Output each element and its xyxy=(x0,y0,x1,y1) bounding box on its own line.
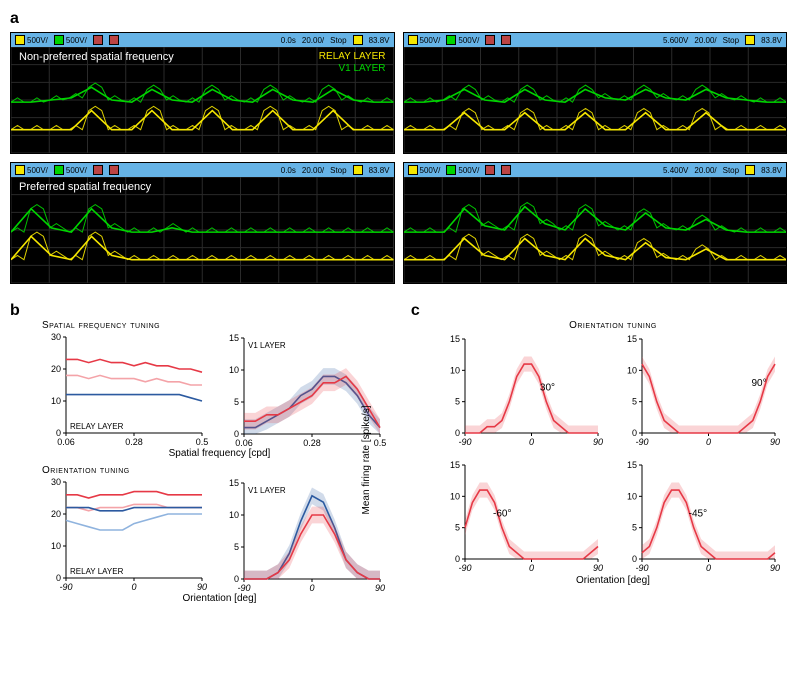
svg-text:90: 90 xyxy=(375,583,385,593)
svg-text:10: 10 xyxy=(627,491,637,501)
svg-text:5: 5 xyxy=(234,397,239,407)
svg-text:20: 20 xyxy=(51,509,61,519)
svg-text:90: 90 xyxy=(197,582,207,592)
svg-text:90: 90 xyxy=(770,563,780,573)
svg-text:30: 30 xyxy=(51,332,61,342)
panel-b: b Mean firing rate [spike/s] Spatial fre… xyxy=(10,302,401,604)
svg-text:5: 5 xyxy=(455,397,460,407)
svg-text:-90: -90 xyxy=(635,563,648,573)
scope-legend: RELAY LAYER V1 LAYER xyxy=(319,51,386,75)
scope-topbar: 500V/500V/5.400V20.00/Stop83.8V xyxy=(404,163,787,177)
svg-text:30°: 30° xyxy=(540,383,555,394)
svg-text:RELAY LAYER: RELAY LAYER xyxy=(70,567,124,576)
svg-text:-45°: -45° xyxy=(689,509,707,520)
svg-text:15: 15 xyxy=(450,334,460,344)
svg-text:15: 15 xyxy=(627,460,637,470)
svg-text:0.5: 0.5 xyxy=(374,438,386,448)
chart-c-2: 051015-90090-60° xyxy=(439,457,610,577)
chart-c-1: 051015-9009090° xyxy=(616,331,787,451)
svg-text:0: 0 xyxy=(529,437,534,447)
svg-text:0: 0 xyxy=(309,583,314,593)
panel-c: c Mean firing rate [spike/s] Orientation… xyxy=(411,302,787,604)
svg-text:0.28: 0.28 xyxy=(125,437,143,447)
svg-text:5: 5 xyxy=(455,523,460,533)
svg-text:10: 10 xyxy=(229,510,239,520)
chart-c-3: 051015-90090-45° xyxy=(616,457,787,577)
svg-text:0.28: 0.28 xyxy=(303,438,321,448)
svg-text:0.06: 0.06 xyxy=(235,438,253,448)
svg-text:10: 10 xyxy=(229,365,239,375)
overlay-nonpref: Non-preferred spatial frequency xyxy=(19,51,174,64)
svg-text:-90: -90 xyxy=(59,582,72,592)
svg-text:10: 10 xyxy=(51,541,61,551)
svg-text:V1 LAYER: V1 LAYER xyxy=(248,486,286,495)
scope-pref-right: 500V/500V/5.400V20.00/Stop83.8V xyxy=(403,162,788,284)
scope-topbar: 500V/500V/0.0s20.00/Stop83.8V xyxy=(11,33,394,47)
svg-text:0: 0 xyxy=(131,582,136,592)
scope-pref-left: 500V/500V/0.0s20.00/Stop83.8V Preferred … xyxy=(10,162,395,284)
svg-text:-90: -90 xyxy=(635,437,648,447)
svg-text:5: 5 xyxy=(632,397,637,407)
panel-c-label: c xyxy=(411,302,787,320)
scope-nonpref-right: 500V/500V/5.600V20.00/Stop83.8V xyxy=(403,32,788,154)
svg-text:15: 15 xyxy=(229,333,239,343)
chart-c-0: 051015-9009030° xyxy=(439,331,610,451)
svg-text:10: 10 xyxy=(627,365,637,375)
svg-text:0.5: 0.5 xyxy=(196,437,208,447)
svg-text:5: 5 xyxy=(632,523,637,533)
svg-text:5: 5 xyxy=(234,542,239,552)
svg-text:-90: -90 xyxy=(237,583,250,593)
scope-grid: 500V/500V/0.0s20.00/Stop83.8V Non-prefer… xyxy=(10,32,787,284)
svg-text:20: 20 xyxy=(51,364,61,374)
scope-topbar: 500V/500V/0.0s20.00/Stop83.8V xyxy=(11,163,394,177)
svg-text:15: 15 xyxy=(450,460,460,470)
svg-text:-90: -90 xyxy=(458,563,471,573)
ylabel-mean-c: Mean firing rate [spike/s] xyxy=(361,406,372,515)
svg-text:0: 0 xyxy=(529,563,534,573)
panel-b-label: b xyxy=(10,302,401,320)
overlay-pref: Preferred spatial frequency xyxy=(19,181,151,194)
svg-text:0: 0 xyxy=(706,437,711,447)
svg-text:10: 10 xyxy=(450,491,460,501)
svg-text:-60°: -60° xyxy=(493,509,511,520)
svg-text:RELAY LAYER: RELAY LAYER xyxy=(70,422,124,431)
svg-text:-90: -90 xyxy=(458,437,471,447)
svg-text:0.06: 0.06 xyxy=(57,437,75,447)
svg-text:90°: 90° xyxy=(751,378,766,389)
scope-nonpref-left: 500V/500V/0.0s20.00/Stop83.8V Non-prefer… xyxy=(10,32,395,154)
chart-ori-relay: Orientation tuning 0102030-90090RELAY LA… xyxy=(38,465,208,597)
svg-text:15: 15 xyxy=(627,334,637,344)
svg-text:90: 90 xyxy=(593,437,603,447)
svg-text:15: 15 xyxy=(229,478,239,488)
svg-text:90: 90 xyxy=(770,437,780,447)
scope-topbar: 500V/500V/5.600V20.00/Stop83.8V xyxy=(404,33,787,47)
svg-text:10: 10 xyxy=(51,396,61,406)
panel-a-label: a xyxy=(10,10,787,28)
chart-sf-relay: Spatial frequency tuning 01020300.060.28… xyxy=(38,320,208,452)
svg-text:90: 90 xyxy=(593,563,603,573)
svg-text:10: 10 xyxy=(450,365,460,375)
svg-text:V1 LAYER: V1 LAYER xyxy=(248,341,286,350)
svg-text:30: 30 xyxy=(51,477,61,487)
svg-text:0: 0 xyxy=(706,563,711,573)
